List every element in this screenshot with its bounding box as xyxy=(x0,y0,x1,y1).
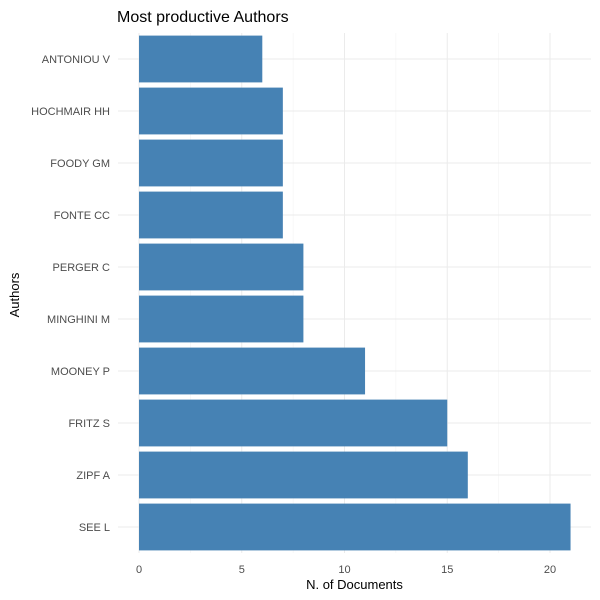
y-tick-label: FOODY GM xyxy=(50,158,110,170)
bar-zipf-a xyxy=(139,451,468,499)
y-tick-label: ANTONIOU V xyxy=(42,54,111,66)
bar-perger-c xyxy=(139,243,304,291)
x-tick-labels: 0 5 10 15 20 xyxy=(136,564,556,576)
x-tick-label: 5 xyxy=(239,564,245,576)
x-axis-title: N. of Documents xyxy=(306,577,403,592)
y-tick-label: ZIPF A xyxy=(76,470,110,482)
y-tick-labels: SEE L ZIPF A FRITZ S MOONEY P MINGHINI M PERG… xyxy=(31,54,110,534)
y-tick-label: PERGER C xyxy=(53,262,111,274)
bar-foody-gm xyxy=(139,139,283,187)
bar-hochmair-hh xyxy=(139,87,283,135)
x-tick-label: 0 xyxy=(136,564,142,576)
bar-minghini-m xyxy=(139,295,304,343)
y-tick-label: SEE L xyxy=(79,522,110,534)
bar-fritz-s xyxy=(139,399,448,447)
bar-antoniou-v xyxy=(139,35,263,83)
bar-fonte-cc xyxy=(139,191,283,239)
bar-see-l xyxy=(139,503,571,551)
y-tick-label: MINGHINI M xyxy=(47,314,110,326)
y-tick-label: MOONEY P xyxy=(51,366,110,378)
y-tick-label: FRITZ S xyxy=(68,418,110,430)
chart-title: Most productive Authors xyxy=(117,9,289,26)
x-tick-label: 20 xyxy=(544,564,556,576)
x-tick-label: 15 xyxy=(441,564,453,576)
x-tick-label: 10 xyxy=(338,564,350,576)
bar-mooney-p xyxy=(139,347,366,395)
bars xyxy=(139,35,571,551)
y-tick-label: FONTE CC xyxy=(54,210,110,222)
y-axis-title: Authors xyxy=(7,272,22,317)
y-tick-label: HOCHMAIR HH xyxy=(31,106,110,118)
